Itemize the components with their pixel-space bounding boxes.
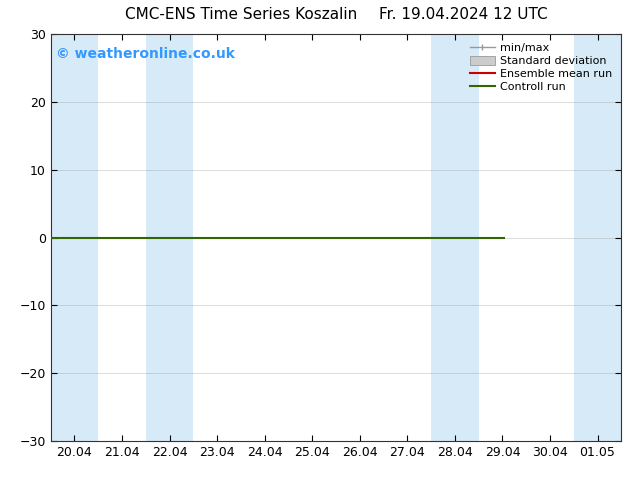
Text: Fr. 19.04.2024 12 UTC: Fr. 19.04.2024 12 UTC	[378, 7, 547, 23]
Text: CMC-ENS Time Series Koszalin: CMC-ENS Time Series Koszalin	[125, 7, 357, 23]
Legend: min/max, Standard deviation, Ensemble mean run, Controll run: min/max, Standard deviation, Ensemble me…	[467, 40, 616, 95]
Text: © weatheronline.co.uk: © weatheronline.co.uk	[56, 47, 235, 60]
Bar	[431, 34, 479, 441]
Bar	[146, 34, 193, 441]
Bar	[574, 34, 621, 441]
Bar	[51, 34, 98, 441]
